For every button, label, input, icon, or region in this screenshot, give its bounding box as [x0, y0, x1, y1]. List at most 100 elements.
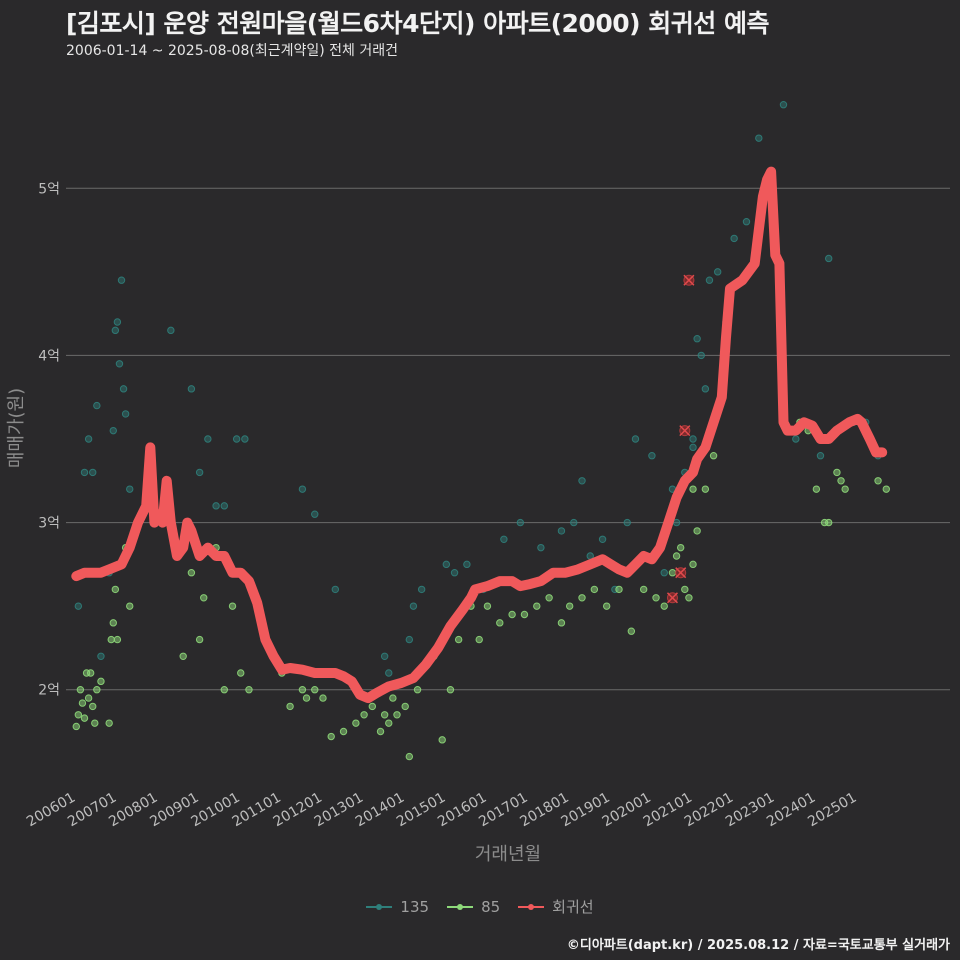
data-point: [111, 585, 120, 594]
data-point: [245, 686, 253, 694]
legend-label-regression: 회귀선: [552, 898, 594, 916]
data-point: [187, 569, 196, 577]
outlier-markers: [666, 274, 695, 604]
data-point: [352, 719, 360, 727]
data-point: [713, 268, 722, 276]
data-point: [463, 560, 471, 569]
gridlines: [66, 187, 950, 691]
data-point: [615, 585, 623, 594]
data-point: [241, 435, 249, 443]
data-point: [360, 711, 368, 719]
data-point: [792, 435, 800, 443]
y-tick-label: 3억: [38, 516, 60, 532]
data-point: [72, 722, 80, 731]
chart-title: [김포시] 운양 전원마을(월드6차4단지) 아파트(2000) 회귀선 예측: [66, 9, 769, 38]
data-point: [537, 543, 545, 552]
data-point: [331, 585, 340, 594]
legend-item-135: 135: [366, 898, 429, 916]
data-point: [730, 234, 738, 243]
data-point: [409, 602, 418, 610]
data-point: [631, 435, 640, 443]
data-point: [237, 669, 245, 677]
data-point: [676, 543, 685, 552]
data-point: [368, 702, 377, 711]
data-point: [97, 652, 105, 660]
regression-line: [71, 166, 888, 704]
data-point: [652, 594, 660, 602]
data-point: [705, 276, 714, 284]
data-point: [380, 652, 389, 660]
data-point: [76, 686, 85, 694]
legend-label-85: 85: [481, 897, 501, 916]
data-point: [80, 714, 89, 722]
data-point: [565, 602, 574, 610]
data-point: [689, 435, 697, 443]
regression-path: [71, 166, 888, 704]
source-footer: ©디아파트(dapt.kr) / 2025.08.12 / 자료=국토교통부 실…: [566, 938, 950, 953]
data-point: [442, 560, 451, 569]
data-point: [107, 635, 115, 644]
data-point: [311, 686, 319, 694]
data-point: [516, 518, 525, 527]
chart-subtitle: 2006-01-14 ~ 2025-08-08(최근계약일) 전체 거래건: [66, 43, 398, 59]
y-tick-label: 2억: [38, 683, 60, 699]
data-point: [327, 732, 335, 741]
data-point: [816, 452, 825, 460]
data-point: [385, 719, 393, 727]
data-point: [119, 385, 128, 393]
data-point: [405, 752, 414, 761]
data-point: [841, 485, 849, 493]
data-point: [578, 477, 586, 485]
data-point: [709, 452, 718, 460]
data-point: [693, 335, 701, 343]
data-point: [74, 711, 83, 719]
data-point: [220, 686, 228, 694]
data-point: [117, 276, 126, 284]
data-point: [779, 101, 788, 109]
outlier-cross-icon: [666, 592, 678, 604]
data-point: [570, 518, 578, 527]
legend-item-regression: 회귀선: [518, 896, 594, 917]
data-point: [689, 560, 697, 569]
legend: 135 85 회귀선: [0, 896, 960, 917]
data-point: [742, 218, 751, 226]
data-point: [74, 602, 83, 610]
y-axis: 2억 3억 4억 5억: [38, 181, 60, 698]
data-point: [672, 552, 681, 560]
data-point: [578, 594, 586, 602]
data-point: [755, 134, 763, 142]
data-point: [413, 686, 422, 694]
legend-key-regression-icon: [518, 903, 545, 910]
data-point: [450, 569, 459, 577]
data-point: [648, 452, 656, 460]
data-point: [598, 535, 607, 543]
data-point: [401, 702, 409, 711]
data-point: [689, 485, 697, 493]
data-point: [882, 485, 890, 493]
outlier-cross-icon: [679, 425, 691, 437]
data-point: [126, 602, 134, 610]
outlier-cross-icon: [683, 274, 695, 286]
series-85: [72, 418, 890, 761]
data-point: [508, 610, 516, 619]
data-point: [126, 485, 134, 493]
data-point: [97, 677, 105, 686]
data-point: [405, 635, 414, 644]
data-point: [200, 594, 208, 602]
data-point: [701, 485, 710, 493]
data-point: [623, 518, 631, 527]
legend-key-135-icon: [366, 903, 393, 910]
data-point: [602, 602, 611, 610]
data-point: [475, 635, 483, 644]
data-point: [109, 426, 117, 435]
data-point: [500, 535, 508, 543]
data-point: [393, 711, 401, 719]
outlier-cross-icon: [675, 567, 687, 579]
y-axis-label: 매매가(원): [6, 388, 27, 468]
data-point: [496, 619, 504, 627]
data-point: [232, 435, 241, 443]
data-point: [105, 719, 113, 727]
data-point: [80, 468, 89, 477]
y-tick-label: 5억: [38, 181, 60, 197]
